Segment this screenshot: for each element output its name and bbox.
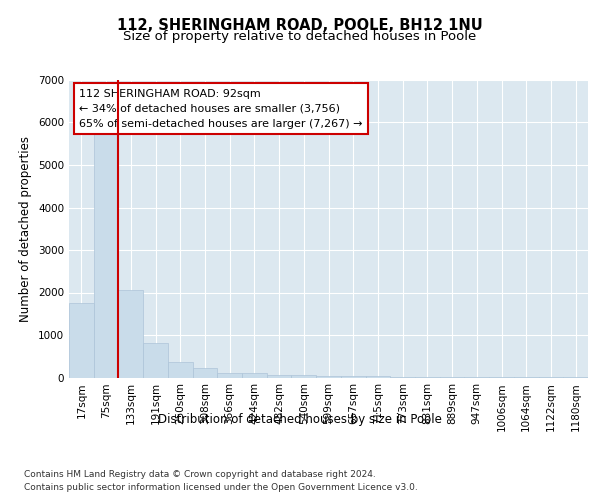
Y-axis label: Number of detached properties: Number of detached properties: [19, 136, 32, 322]
Text: 112 SHERINGHAM ROAD: 92sqm
← 34% of detached houses are smaller (3,756)
65% of s: 112 SHERINGHAM ROAD: 92sqm ← 34% of deta…: [79, 89, 363, 128]
Bar: [69, 302, 94, 378]
Bar: [365, 376, 390, 378]
Bar: [94, 132, 118, 378]
Bar: [316, 376, 341, 378]
Text: Contains public sector information licensed under the Open Government Licence v3: Contains public sector information licen…: [24, 482, 418, 492]
Bar: [415, 376, 440, 378]
Bar: [341, 376, 365, 378]
Bar: [464, 377, 489, 378]
Text: Contains HM Land Registry data © Crown copyright and database right 2024.: Contains HM Land Registry data © Crown c…: [24, 470, 376, 479]
Bar: [267, 374, 292, 378]
Bar: [143, 342, 168, 378]
Text: Distribution of detached houses by size in Poole: Distribution of detached houses by size …: [158, 412, 442, 426]
Bar: [242, 373, 267, 378]
Bar: [168, 362, 193, 378]
Text: Size of property relative to detached houses in Poole: Size of property relative to detached ho…: [124, 30, 476, 43]
Bar: [118, 290, 143, 378]
Bar: [440, 377, 464, 378]
Bar: [193, 368, 217, 378]
Bar: [390, 376, 415, 378]
Bar: [217, 372, 242, 378]
Bar: [292, 376, 316, 378]
Text: 112, SHERINGHAM ROAD, POOLE, BH12 1NU: 112, SHERINGHAM ROAD, POOLE, BH12 1NU: [117, 18, 483, 32]
